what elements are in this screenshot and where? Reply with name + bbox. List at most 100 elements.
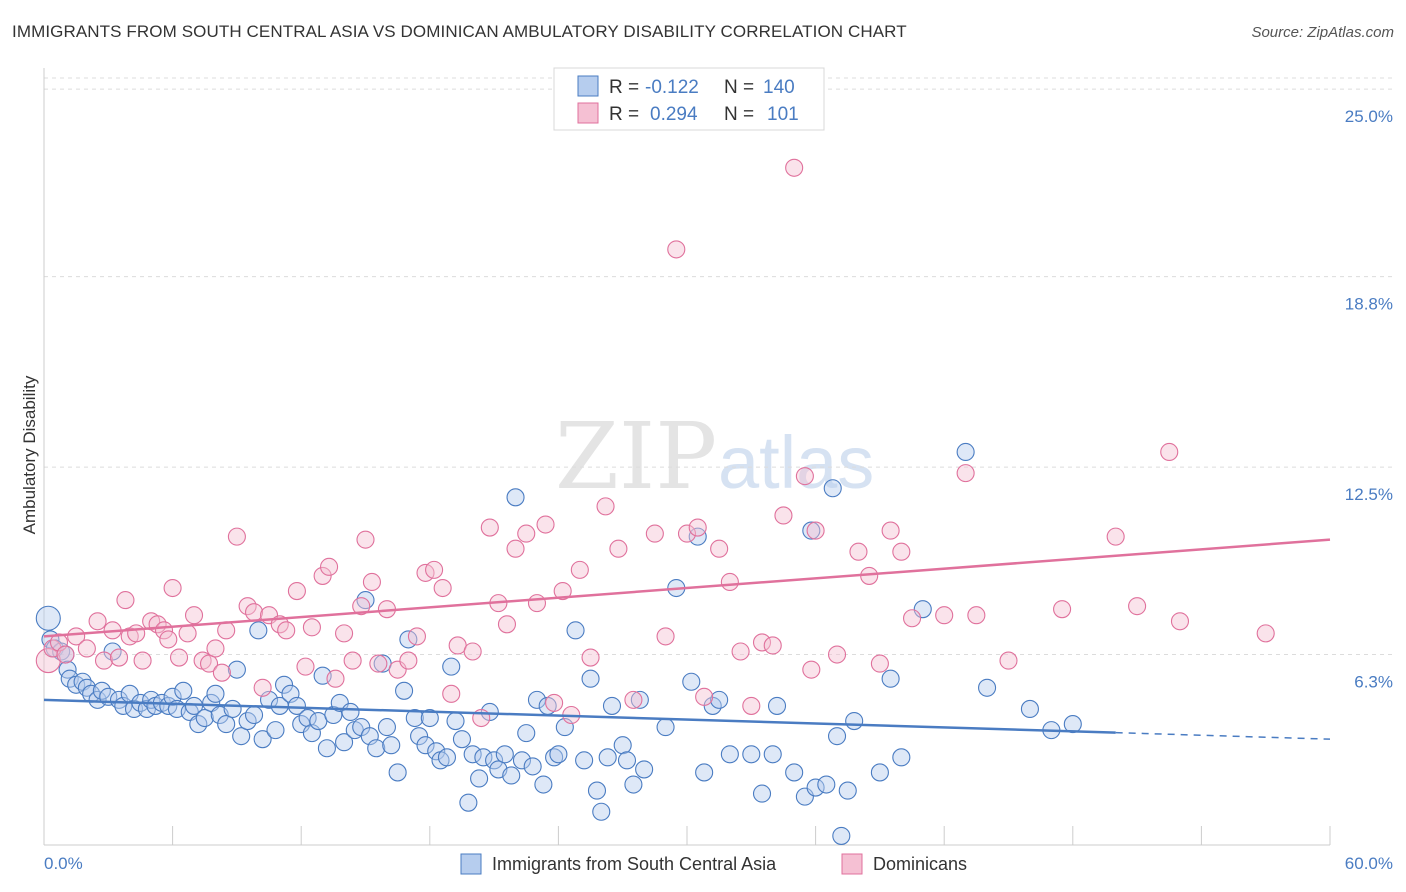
dominicans-point [399, 651, 418, 670]
immigrants-point [463, 745, 482, 764]
immigrants-point [785, 763, 804, 782]
immigrants-point [88, 690, 107, 709]
trend-lines [43, 538, 1331, 740]
dominicans-point [407, 627, 426, 646]
immigrants-point [892, 748, 911, 767]
immigrants-point [534, 775, 553, 794]
dominicans-point [133, 651, 152, 670]
immigrants-point [613, 736, 632, 755]
dominicans-point [116, 591, 135, 610]
immigrants-point [377, 718, 396, 737]
dominicans-point [536, 515, 555, 534]
dominicans-point [752, 633, 772, 652]
immigrants-point [630, 690, 649, 709]
dominicans-point [369, 654, 388, 673]
dominicans-point [1128, 597, 1147, 616]
immigrants-point [838, 781, 857, 800]
dominicans-point [320, 557, 339, 576]
dominicans-point [517, 524, 536, 543]
bottom-legend: Immigrants from South Central Asia Domin… [460, 853, 967, 875]
immigrants-point [195, 708, 214, 728]
dominicans-point [206, 639, 225, 658]
dominicans-point [545, 693, 564, 712]
dominicans-point [277, 621, 296, 640]
immigrants-point [710, 690, 729, 709]
dominicans-point [463, 642, 482, 661]
watermark-zip: ZIP [555, 403, 717, 510]
dominicans-point [581, 648, 600, 667]
immigrants-point [512, 751, 532, 770]
immigrants-point [602, 696, 622, 715]
dominicans-point [596, 497, 615, 516]
dominicans-point [184, 606, 204, 625]
dominicans-point [999, 651, 1018, 670]
dominicans-point [731, 642, 750, 661]
legend-r-label-blue: R = [609, 77, 639, 98]
dominicans-point [253, 678, 272, 697]
dominicans-point [159, 630, 178, 649]
immigrants-point [624, 775, 643, 794]
immigrants-point [495, 745, 514, 764]
immigrants-point [474, 748, 493, 767]
legend-swatch-pink [577, 102, 599, 124]
immigrants-point [978, 678, 997, 697]
dominicans-point [967, 606, 986, 625]
dominicans-point [688, 518, 707, 537]
immigrants-point [806, 778, 825, 797]
immigrants-point [227, 660, 246, 679]
legend-swatch-blue [577, 75, 599, 97]
immigrants-point [427, 742, 446, 761]
immigrants-point [598, 748, 617, 767]
dominicans-point [695, 687, 714, 706]
immigrants-point [410, 727, 429, 746]
dominicans-point [35, 648, 61, 674]
immigrants-point [485, 751, 504, 770]
immigrants-point [742, 745, 761, 764]
dominicans-point [362, 572, 381, 592]
dominicans-point [442, 684, 461, 703]
immigrants-point [163, 687, 182, 706]
dominicans-point [433, 578, 452, 598]
dominicans-point [1256, 624, 1275, 643]
immigrants-point [437, 748, 456, 767]
legend-r-value-blue: -0.122 [645, 77, 699, 98]
immigrants-point [217, 715, 236, 734]
dominicans-point [1160, 442, 1179, 462]
immigrants-point [527, 690, 547, 709]
immigrants-point [956, 442, 975, 462]
immigrants-point [549, 745, 568, 764]
dominicans-point [287, 581, 306, 601]
dominicans-point [169, 648, 189, 667]
immigrants-point [309, 711, 328, 731]
dominicans-point [343, 651, 362, 670]
x-tick-label-min: 0.0% [44, 854, 83, 873]
dominicans-point [553, 581, 572, 601]
dominicans-point [849, 542, 868, 561]
immigrants-point [244, 705, 264, 725]
dominicans-point [67, 627, 86, 646]
dominicans-point [795, 467, 814, 486]
legend-n-label-blue: N = [724, 77, 754, 98]
dominicans-point [244, 603, 264, 622]
dominicans-point [497, 615, 517, 634]
immigrants-point [442, 657, 461, 676]
y-tick-label: 12.5% [1345, 485, 1393, 504]
dominicans-point [352, 597, 371, 616]
immigrants-point [446, 711, 465, 731]
dominicans-point [785, 158, 804, 177]
immigrants-point [566, 621, 585, 640]
immigrants-point [382, 736, 401, 755]
immigrants-point [459, 793, 478, 812]
dominicans-point [127, 624, 146, 643]
bottom-legend-swatch-dominicans [841, 853, 863, 875]
dominicans-point [827, 645, 847, 664]
dominicans-point [227, 527, 246, 546]
immigrants-point [587, 781, 607, 800]
immigrants-point [720, 745, 739, 764]
immigrants-point [395, 681, 414, 700]
immigrants-point [232, 727, 251, 746]
dominicans-point [212, 663, 231, 682]
grid-lines [44, 77, 1393, 656]
immigrants-point [767, 696, 787, 715]
trend-line-dominicans [43, 538, 1331, 638]
